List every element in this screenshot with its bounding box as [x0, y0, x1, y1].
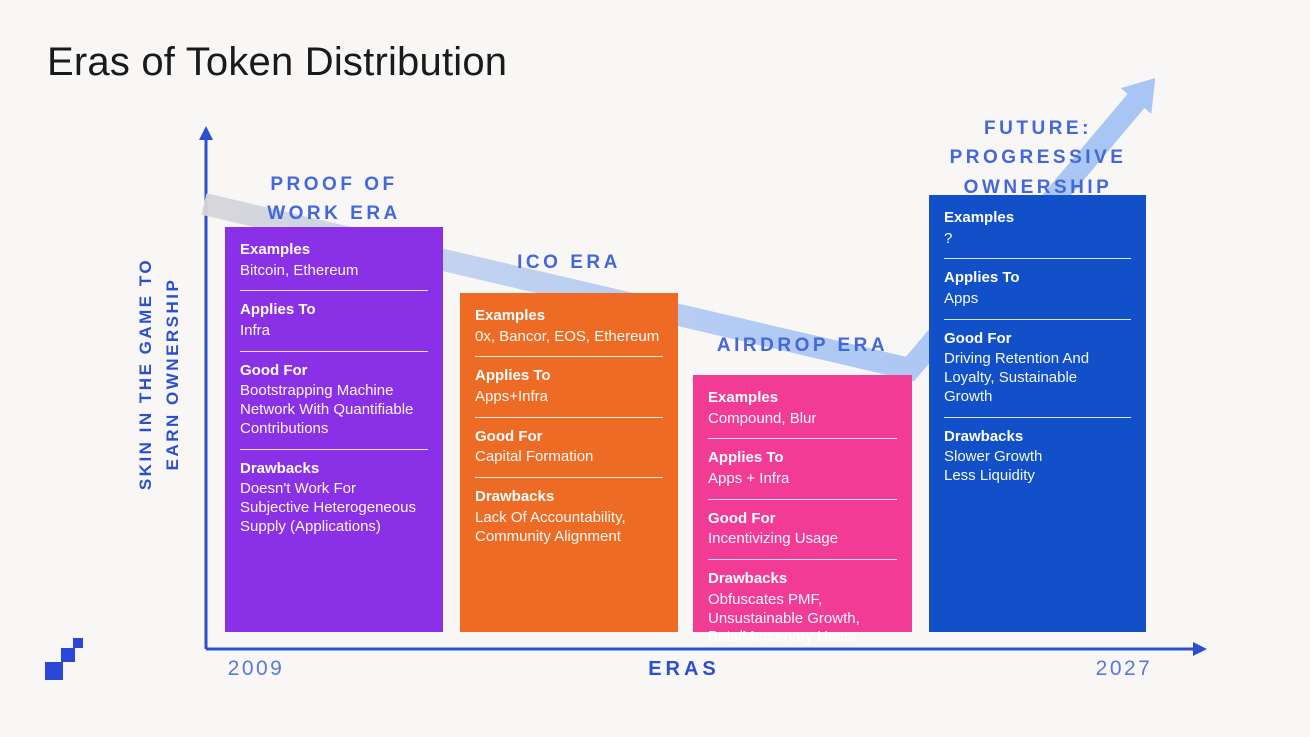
section-heading: Drawbacks	[708, 570, 788, 588]
section-heading: Examples	[944, 209, 1015, 226]
section-drawbacks: Drawbacks Obfuscates PMF, Unsustainable …	[708, 569, 897, 647]
pixel-logo-icon	[45, 638, 83, 680]
section-body: Lack Of Accountability, Community Alignm…	[475, 508, 626, 545]
section-heading: Applies To	[240, 301, 316, 319]
section-heading: Examples	[475, 307, 546, 324]
section-drawbacks: Drawbacks Slower Growth Less Liquidity	[944, 427, 1131, 486]
section-heading: Examples	[240, 241, 311, 258]
era-label-proof-of-work: PROOF OF WORK ERA	[267, 174, 401, 225]
section-body: Apps	[944, 289, 979, 307]
x-axis-year-start: 2009	[227, 657, 285, 680]
era-box-proof-of-work: Examples Bitcoin, Ethereum Applies To In…	[225, 227, 443, 632]
section-examples: Examples ?	[944, 208, 1131, 260]
section-body: Capital Formation	[475, 448, 594, 466]
section-heading: Good For	[944, 329, 1012, 347]
section-applies-to: Applies To Apps	[944, 268, 1131, 320]
section-body: Doesn't Work For Subjective Heterogeneou…	[240, 480, 416, 536]
section-body: Obfuscates PMF, Unsustainable Growth, Bo…	[708, 590, 860, 646]
section-good-for: Good For Incentivizing Usage	[708, 509, 897, 561]
section-body: Slower Growth Less Liquidity	[944, 448, 1043, 485]
section-heading: Examples	[708, 389, 779, 406]
section-heading: Good For	[240, 361, 308, 379]
section-drawbacks: Drawbacks Lack Of Accountability, Commun…	[475, 487, 663, 546]
era-box-airdrop: Examples Compound, Blur Applies To Apps …	[693, 375, 912, 645]
section-good-for: Good For Bootstrapping Machine Network W…	[240, 361, 428, 450]
section-good-for: Good For Driving Retention And Loyalty, …	[944, 329, 1131, 418]
era-label-airdrop: AIRDROP ERA	[716, 335, 889, 356]
section-heading: Applies To	[944, 269, 1020, 287]
section-body: Incentivizing Usage	[708, 530, 839, 548]
trend-arrowhead-icon	[1120, 78, 1156, 114]
x-axis-year-end: 2027	[1095, 657, 1153, 680]
y-axis-arrowhead-icon	[199, 126, 213, 140]
section-good-for: Good For Capital Formation	[475, 427, 663, 479]
era-label-ico: ICO ERA	[517, 252, 621, 273]
section-examples: Examples 0x, Bancor, EOS, Ethereum	[475, 306, 663, 358]
section-heading: Good For	[475, 427, 543, 445]
section-body: Bootstrapping Machine Network With Quant…	[240, 382, 414, 438]
section-examples: Examples Bitcoin, Ethereum	[240, 240, 428, 292]
section-body: Infra	[240, 321, 271, 339]
section-heading: Applies To	[475, 367, 551, 385]
era-box-ico: Examples 0x, Bancor, EOS, Ethereum Appli…	[460, 293, 678, 632]
section-examples: Examples Compound, Blur	[708, 388, 897, 440]
section-applies-to: Applies To Apps + Infra	[708, 448, 897, 500]
era-box-future: Examples ? Applies To Apps Good For Driv…	[929, 195, 1146, 632]
era-label-future: FUTURE: PROGRESSIVE OWNERSHIP	[949, 118, 1127, 198]
section-heading: Drawbacks	[944, 427, 1024, 445]
section-heading: Good For	[708, 509, 776, 527]
section-body: Compound, Blur	[708, 409, 817, 427]
page-title: Eras of Token Distribution	[47, 40, 508, 84]
x-axis-arrowhead-icon	[1193, 642, 1207, 656]
section-heading: Drawbacks	[240, 459, 320, 477]
section-body: Bitcoin, Ethereum	[240, 261, 359, 279]
section-drawbacks: Drawbacks Doesn't Work For Subjective He…	[240, 459, 428, 537]
section-body: Apps+Infra	[475, 387, 548, 405]
section-heading: Drawbacks	[475, 488, 555, 506]
section-applies-to: Applies To Apps+Infra	[475, 366, 663, 418]
section-body: ?	[944, 229, 953, 247]
section-body: Driving Retention And Loyalty, Sustainab…	[944, 350, 1090, 406]
section-body: 0x, Bancor, EOS, Ethereum	[475, 327, 660, 345]
section-applies-to: Applies To Infra	[240, 300, 428, 352]
y-axis-label: SKIN IN THE GAME TO EARN OWNERSHIP	[136, 257, 183, 491]
section-heading: Applies To	[708, 449, 784, 467]
x-axis-title: ERAS	[648, 658, 720, 680]
section-body: Apps + Infra	[708, 469, 790, 487]
